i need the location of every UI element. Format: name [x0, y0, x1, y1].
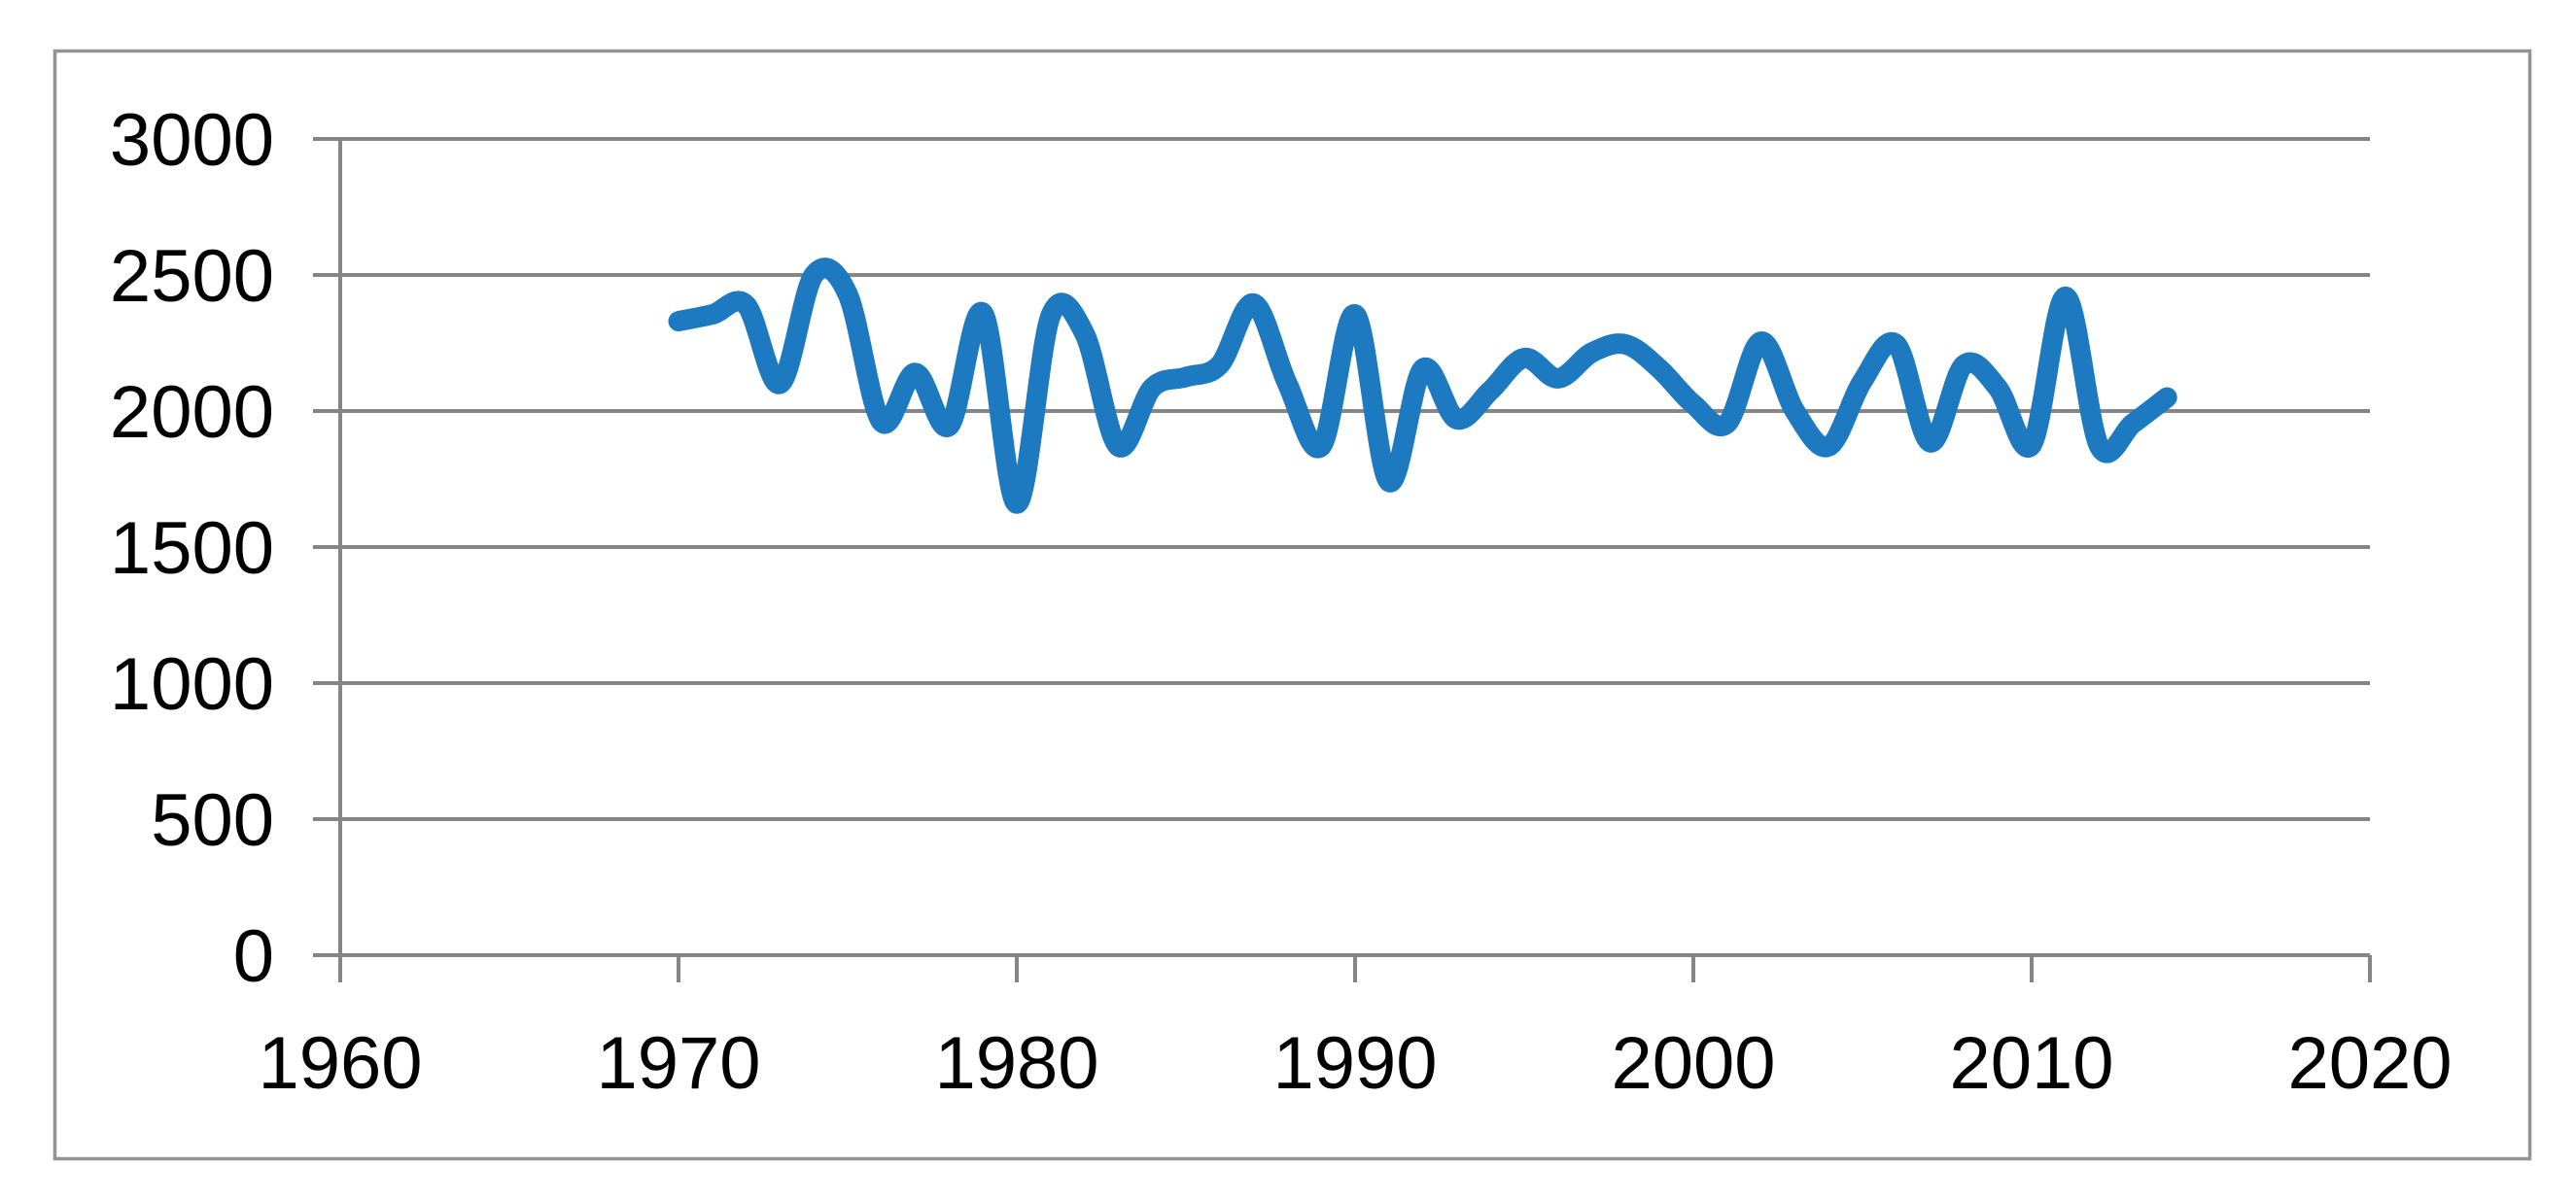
x-tick-label-1960: 1960 — [258, 1022, 422, 1105]
tick-marks — [313, 137, 2372, 982]
x-tick-label-1970: 1970 — [596, 1022, 760, 1105]
y-axis-labels: 0 500 1000 1500 2000 2500 3000 — [110, 99, 274, 998]
x-axis-labels: 1960 1970 1980 1990 2000 2010 2020 — [258, 1022, 2452, 1105]
y-tick-label-1000: 1000 — [110, 643, 274, 726]
data-series-group — [668, 257, 2177, 514]
y-tick-label-2500: 2500 — [110, 235, 274, 318]
chart-border — [52, 49, 2532, 1161]
x-tick-label-1990: 1990 — [1272, 1022, 1437, 1105]
y-tick-label-0: 0 — [233, 915, 274, 998]
data-series-line-annual-values — [668, 257, 2177, 514]
y-tick-label-2000: 2000 — [110, 371, 274, 454]
x-tick-label-2000: 2000 — [1611, 1022, 1775, 1105]
y-tick-label-1500: 1500 — [110, 507, 274, 590]
x-tick-label-1980: 1980 — [934, 1022, 1098, 1105]
y-tick-label-3000: 3000 — [110, 99, 274, 182]
y-tick-label-500: 500 — [151, 779, 274, 862]
x-tick-label-2010: 2010 — [1949, 1022, 2113, 1105]
x-tick-label-2020: 2020 — [2287, 1022, 2452, 1105]
